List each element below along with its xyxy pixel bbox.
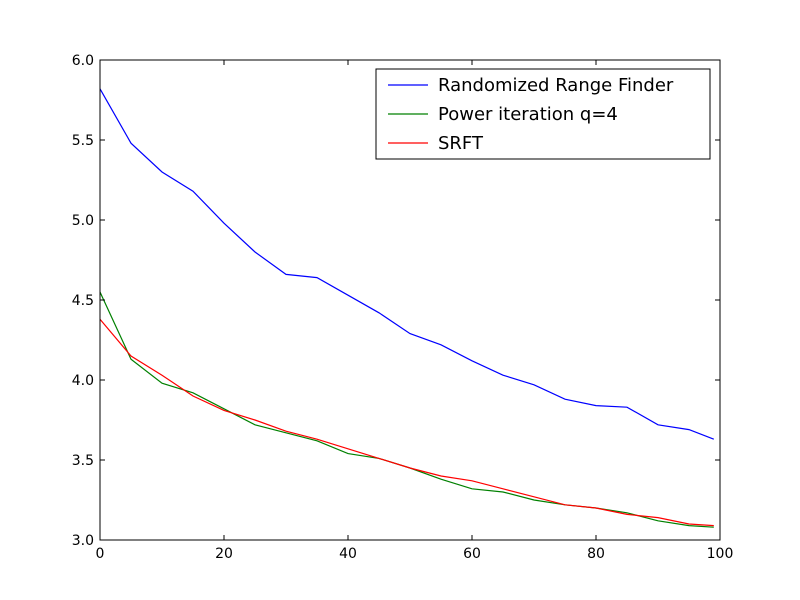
y-tick-label: 5.0 xyxy=(72,213,94,229)
x-tick-label: 0 xyxy=(96,546,105,562)
legend-items: Randomized Range Finder Power iteration q… xyxy=(388,75,674,154)
series-line-0 xyxy=(99,88,715,440)
legend-label-0: Randomized Range Finder xyxy=(438,75,674,96)
y-tick-label: 3.5 xyxy=(72,453,94,469)
y-tick-label: 4.5 xyxy=(72,293,94,309)
x-tick-label: 20 xyxy=(215,546,233,562)
legend: Randomized Range Finder Power iteration q… xyxy=(375,68,711,160)
y-tick-label: 3.0 xyxy=(72,533,94,549)
x-tick-label: 40 xyxy=(339,546,357,562)
y-tick-label: 4.0 xyxy=(72,373,94,389)
y-tick-label: 5.5 xyxy=(72,133,94,149)
ticks-layer: 0 20 40 60 80 100 3.0 3.5 4.0 4.5 5.0 5.5 6.0 xyxy=(72,53,734,562)
series-layer xyxy=(99,88,715,528)
x-tick-label: 100 xyxy=(707,546,734,562)
legend-label-1: Power iteration q=4 xyxy=(438,104,618,125)
series-line-2 xyxy=(99,318,714,527)
y-tick-label: 6.0 xyxy=(72,53,94,69)
legend-box xyxy=(375,68,711,160)
legend-label-2: SRFT xyxy=(438,133,484,154)
x-tick-label: 60 xyxy=(463,546,481,562)
x-tick-label: 80 xyxy=(587,546,605,562)
